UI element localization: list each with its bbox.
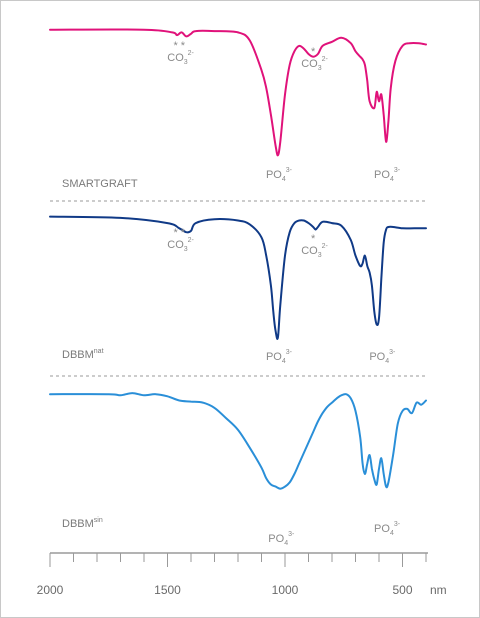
annotation-marker-1: * * — [173, 40, 185, 52]
series-line-3 — [49, 392, 427, 490]
series-line-2 — [49, 215, 427, 340]
annotation-label-1: CO32- — [167, 50, 194, 66]
annotation-label-3: PO43- — [266, 167, 293, 183]
annotation-marker-6: * — [311, 233, 316, 245]
annotation-label-2: CO32- — [301, 56, 328, 72]
x-tick-label-1000: 1000 — [272, 583, 299, 597]
x-axis-unit-label: nm — [430, 583, 447, 597]
series-label-3: DBBMsin — [62, 517, 103, 530]
series-line-1 — [49, 28, 427, 157]
series-label-2: DBBMnat — [62, 348, 104, 361]
x-tick-label-1500: 1500 — [154, 583, 181, 597]
x-tick-label-2000: 2000 — [37, 583, 64, 597]
annotation-label-10: PO43- — [374, 521, 401, 537]
annotation-marker-5: * * — [173, 227, 185, 239]
annotation-label-4: PO43- — [374, 167, 401, 183]
series-label-1: SMARTGRAFT — [62, 178, 138, 190]
annotation-label-5: CO32- — [167, 237, 194, 253]
annotation-label-7: PO43- — [266, 349, 293, 365]
x-tick-label-500: 500 — [392, 583, 412, 597]
annotation-label-9: PO43- — [268, 531, 295, 547]
annotation-label-8: PO43- — [369, 349, 396, 365]
annotation-marker-2: * — [311, 46, 316, 58]
annotation-label-6: CO32- — [301, 243, 328, 259]
